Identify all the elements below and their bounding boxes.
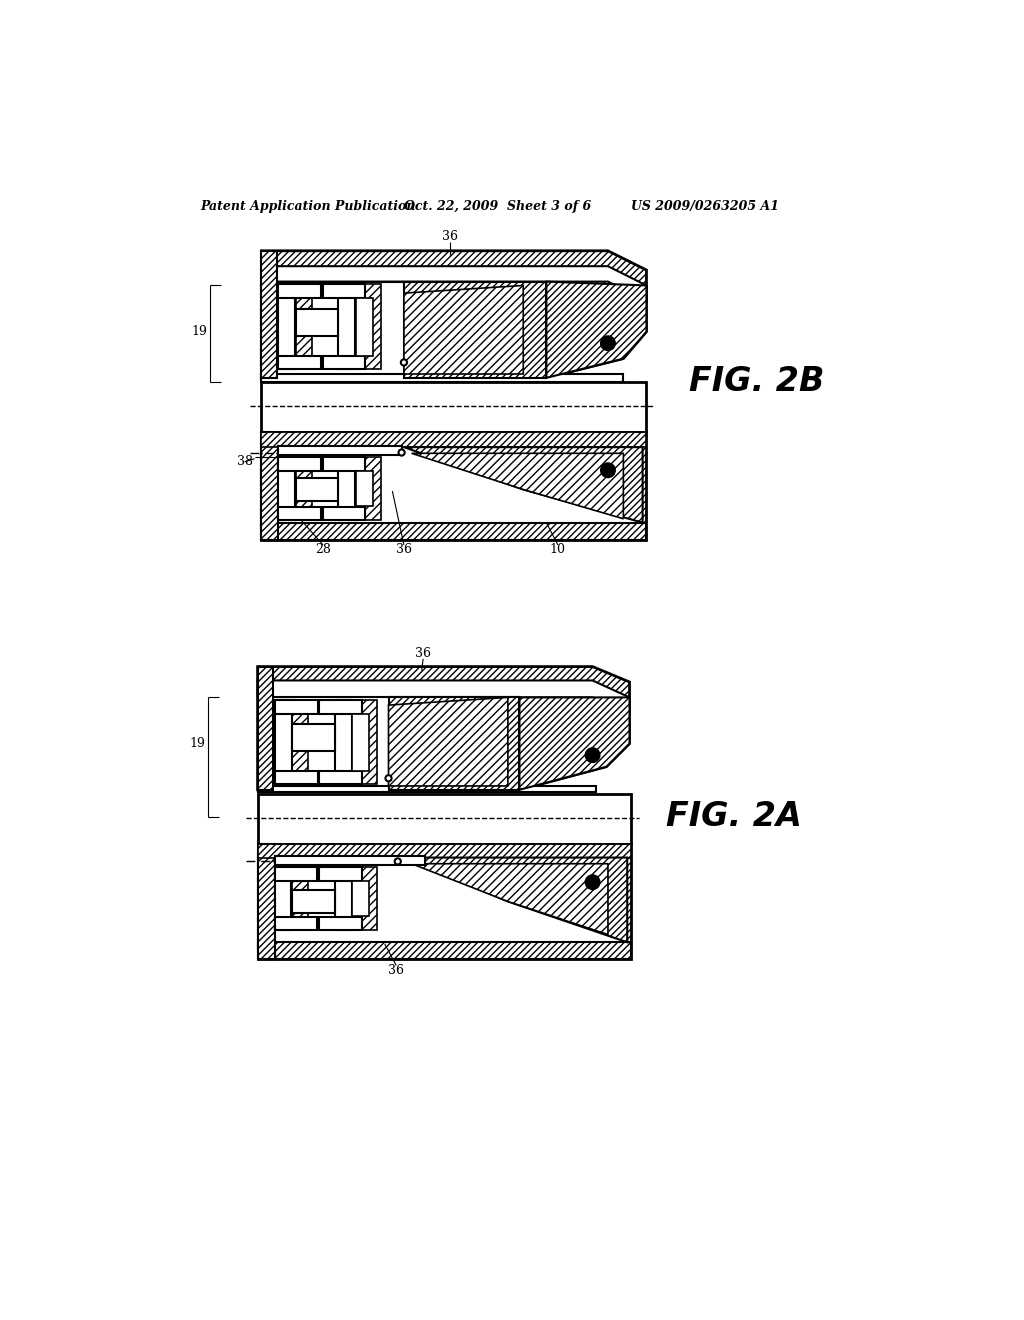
Polygon shape (403, 281, 547, 378)
Text: 38: 38 (237, 455, 253, 469)
Text: FIG. 2B: FIG. 2B (689, 366, 824, 399)
Bar (279, 355, 321, 370)
Bar (274, 917, 316, 929)
Circle shape (586, 875, 599, 890)
Polygon shape (258, 667, 630, 789)
Circle shape (385, 775, 391, 781)
Polygon shape (258, 843, 631, 858)
Bar (352, 880, 370, 916)
Text: 28: 28 (315, 543, 331, 556)
Bar (335, 700, 377, 784)
Circle shape (398, 449, 404, 455)
Circle shape (601, 337, 614, 350)
Bar (275, 700, 292, 784)
Text: Patent Application Publication: Patent Application Publication (200, 201, 416, 214)
Bar (319, 700, 361, 714)
Bar (319, 771, 361, 784)
Polygon shape (388, 697, 519, 789)
Bar (275, 700, 317, 714)
Bar (323, 284, 366, 298)
Bar (339, 457, 355, 520)
Bar (292, 725, 335, 751)
Circle shape (400, 359, 407, 366)
Text: 36: 36 (442, 230, 458, 243)
Bar (292, 700, 307, 784)
Bar (339, 284, 381, 368)
Polygon shape (258, 667, 273, 789)
Bar (261, 281, 547, 378)
Text: 19: 19 (189, 737, 206, 750)
Bar (296, 284, 311, 368)
Polygon shape (258, 681, 630, 713)
Text: 36: 36 (396, 543, 412, 556)
Bar (258, 697, 519, 789)
Bar (279, 457, 321, 471)
Text: 36: 36 (415, 647, 431, 660)
Bar (323, 457, 366, 471)
Text: US 2009/0263205 A1: US 2009/0263205 A1 (631, 201, 779, 214)
Polygon shape (258, 843, 631, 960)
Bar (319, 867, 361, 880)
Bar (339, 457, 381, 520)
Text: FIG. 2A: FIG. 2A (666, 800, 802, 833)
Bar (258, 793, 631, 843)
Bar (356, 471, 373, 507)
Bar (339, 284, 355, 368)
Text: 19: 19 (191, 325, 208, 338)
Polygon shape (403, 285, 523, 374)
Polygon shape (403, 447, 643, 523)
Bar (323, 507, 366, 520)
Circle shape (394, 858, 400, 865)
Polygon shape (547, 281, 646, 378)
Polygon shape (261, 432, 646, 540)
Text: 10: 10 (550, 543, 566, 556)
Bar (261, 444, 639, 528)
Bar (323, 355, 366, 370)
Bar (279, 457, 295, 520)
Bar (261, 381, 646, 432)
Bar (292, 890, 335, 913)
Polygon shape (412, 453, 624, 519)
Text: Oct. 22, 2009  Sheet 3 of 6: Oct. 22, 2009 Sheet 3 of 6 (403, 201, 591, 214)
Polygon shape (388, 697, 508, 785)
Bar (296, 478, 339, 502)
Polygon shape (261, 432, 646, 447)
Bar (319, 917, 361, 929)
Circle shape (586, 748, 599, 762)
Polygon shape (258, 942, 631, 960)
Bar (296, 457, 311, 520)
Polygon shape (261, 251, 276, 378)
Bar (352, 714, 370, 771)
Bar (279, 284, 295, 368)
Bar (335, 867, 377, 929)
Polygon shape (261, 267, 646, 301)
Bar (279, 507, 321, 520)
Polygon shape (261, 432, 279, 540)
Bar (279, 446, 401, 455)
Bar (274, 867, 292, 929)
Circle shape (601, 463, 614, 477)
Bar (279, 284, 321, 298)
Bar (274, 867, 316, 880)
Bar (258, 855, 628, 948)
Bar (292, 867, 307, 929)
Bar (335, 867, 351, 929)
Polygon shape (519, 697, 630, 789)
Bar (275, 771, 317, 784)
Polygon shape (261, 523, 646, 540)
Bar (274, 855, 425, 866)
Bar (258, 785, 596, 792)
Polygon shape (403, 858, 628, 942)
Polygon shape (258, 843, 274, 960)
Bar (261, 374, 624, 381)
Polygon shape (412, 863, 608, 935)
Polygon shape (261, 251, 646, 378)
Bar (356, 298, 373, 355)
Bar (296, 309, 339, 335)
Bar (335, 700, 351, 784)
Text: 36: 36 (388, 964, 404, 977)
